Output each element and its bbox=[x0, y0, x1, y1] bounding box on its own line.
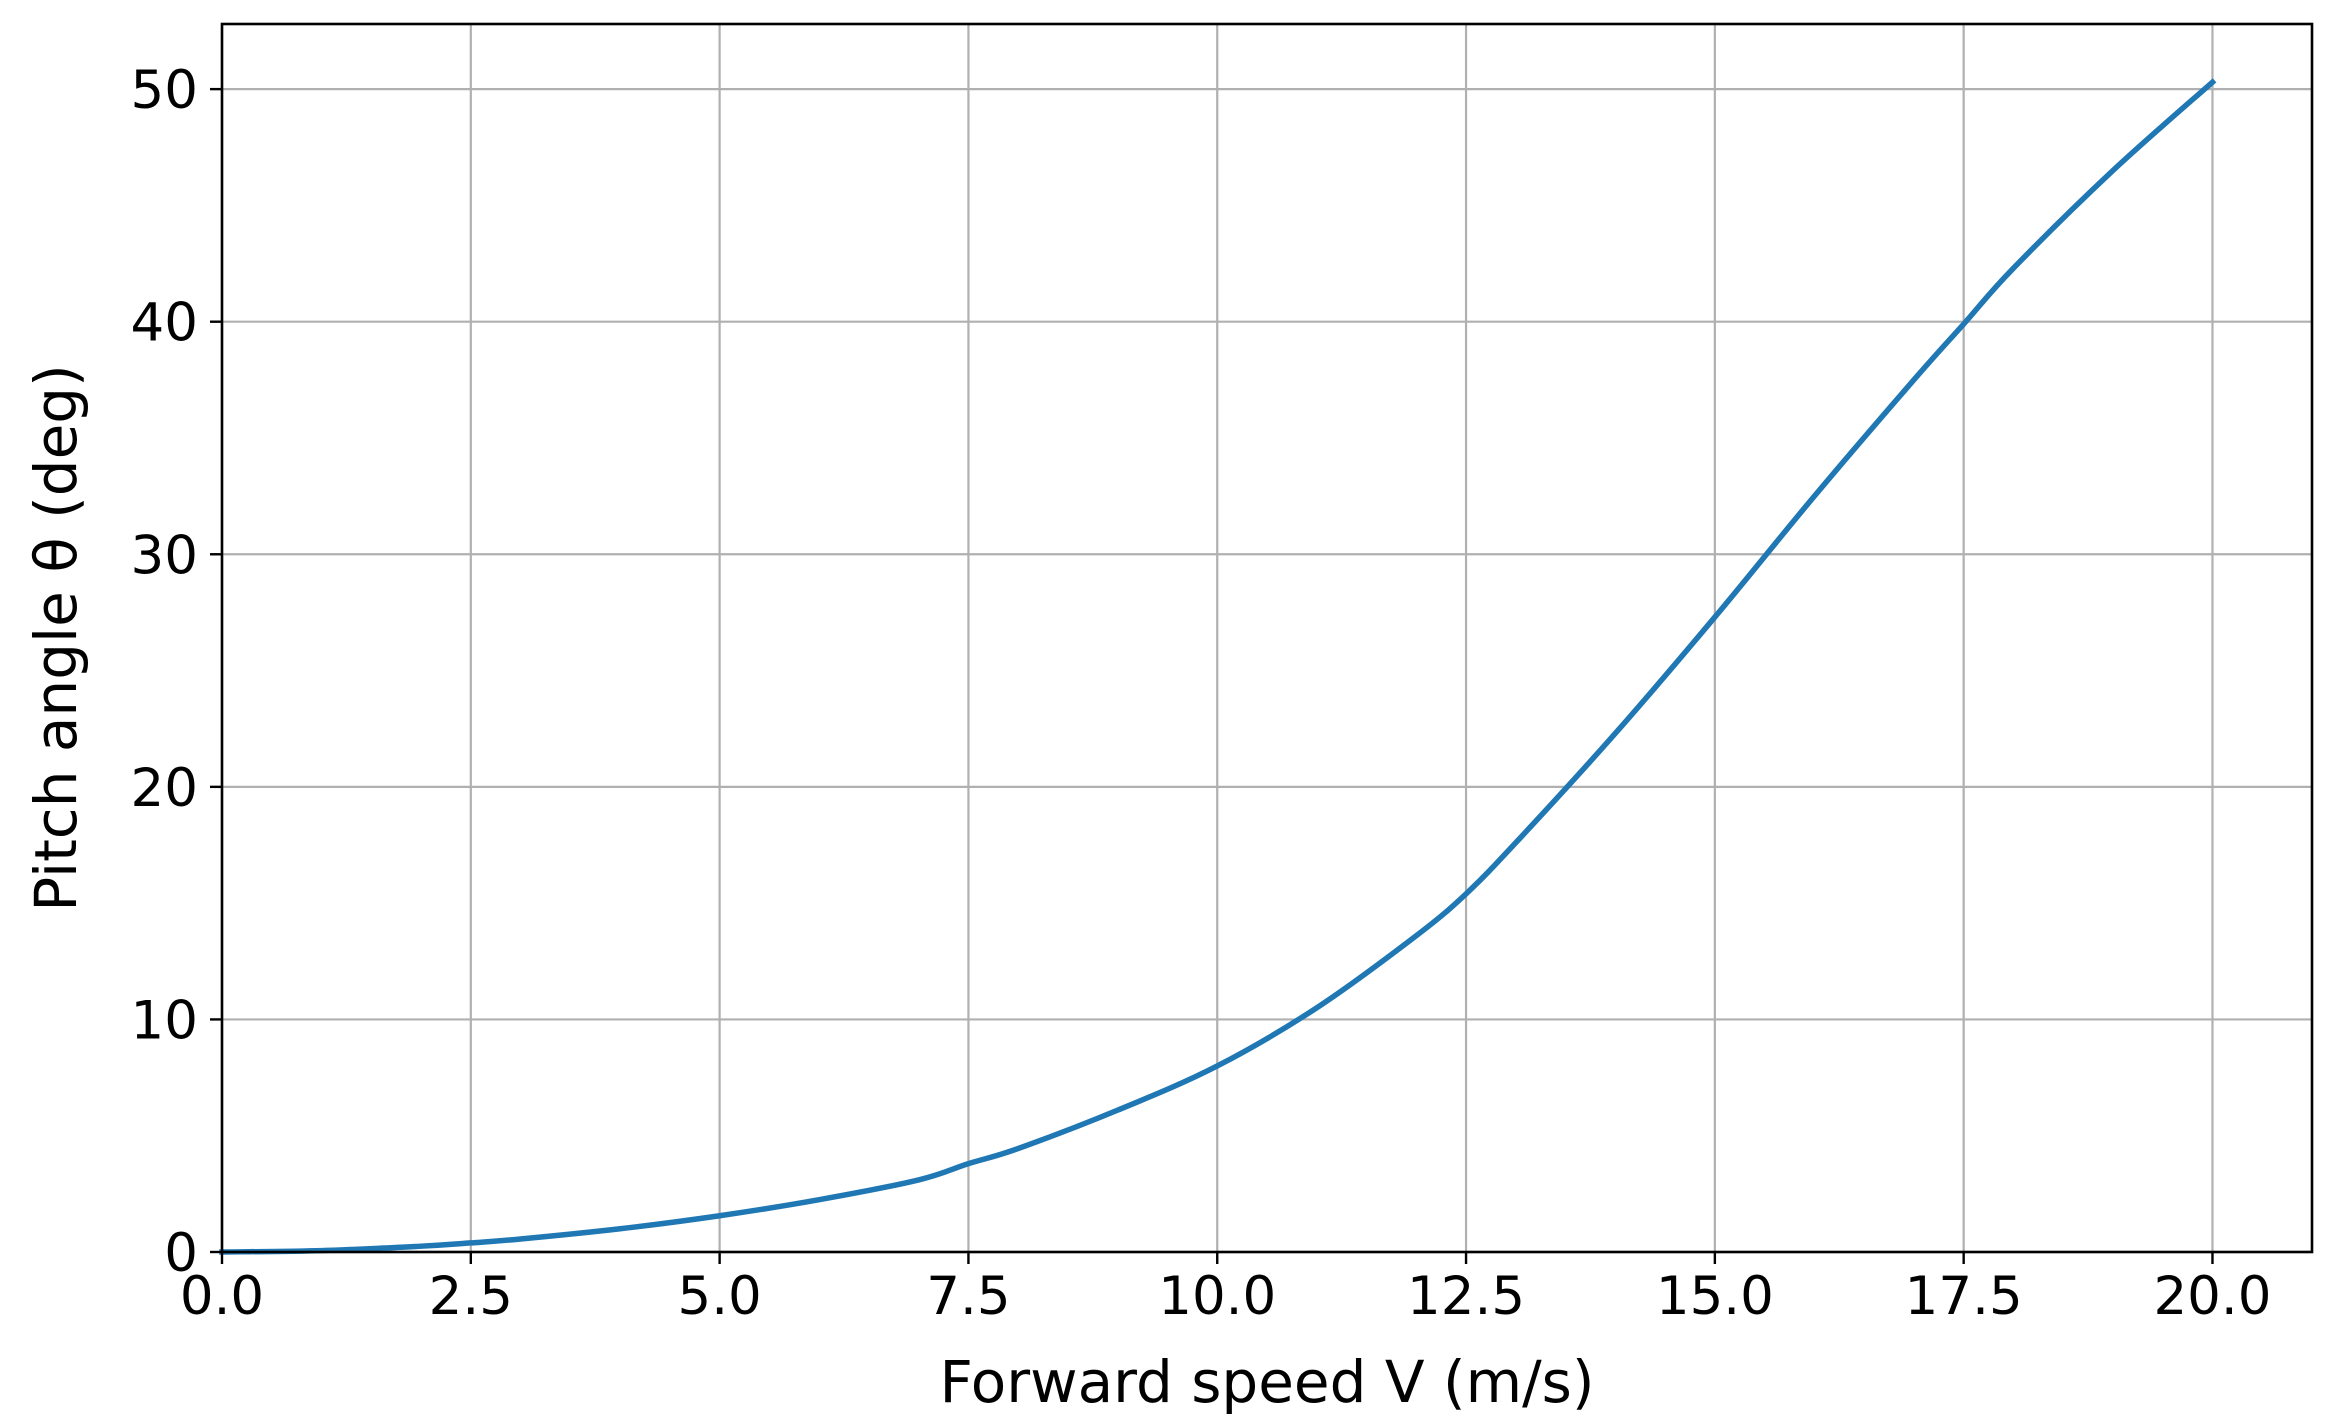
series-layer bbox=[219, 78, 2217, 1255]
axis-ticks: 0.0 2.5 5.0 7.5 10.0 12.5 15.0 17.5 20.0 0 10 20 30 4… bbox=[131, 60, 2272, 1327]
x-tick-label: 0.0 bbox=[180, 1266, 264, 1327]
y-axis-title: Pitch angle θ (deg) bbox=[22, 364, 90, 912]
series-line bbox=[219, 78, 2217, 1255]
x-axis-title: Forward speed V (m/s) bbox=[940, 1348, 1595, 1416]
x-tick-label: 17.5 bbox=[1905, 1266, 2023, 1327]
y-tick-label: 30 bbox=[131, 525, 198, 586]
y-tick-label: 0 bbox=[164, 1223, 198, 1284]
grid-lines bbox=[220, 24, 2312, 1254]
x-tick-label: 12.5 bbox=[1407, 1266, 1525, 1327]
y-tick-label: 40 bbox=[131, 293, 198, 354]
plot-frame bbox=[220, 22, 2314, 1254]
x-tick-label: 20.0 bbox=[2153, 1266, 2271, 1327]
x-tick-label: 15.0 bbox=[1656, 1266, 1774, 1327]
x-tick-label: 7.5 bbox=[926, 1266, 1010, 1327]
x-tick-label: 10.0 bbox=[1158, 1266, 1276, 1327]
y-tick-label: 20 bbox=[131, 758, 198, 819]
x-tick-label: 2.5 bbox=[429, 1266, 513, 1327]
x-tick-label: 5.0 bbox=[677, 1266, 761, 1327]
y-tick-label: 50 bbox=[131, 60, 198, 121]
y-tick-label: 10 bbox=[131, 990, 198, 1051]
